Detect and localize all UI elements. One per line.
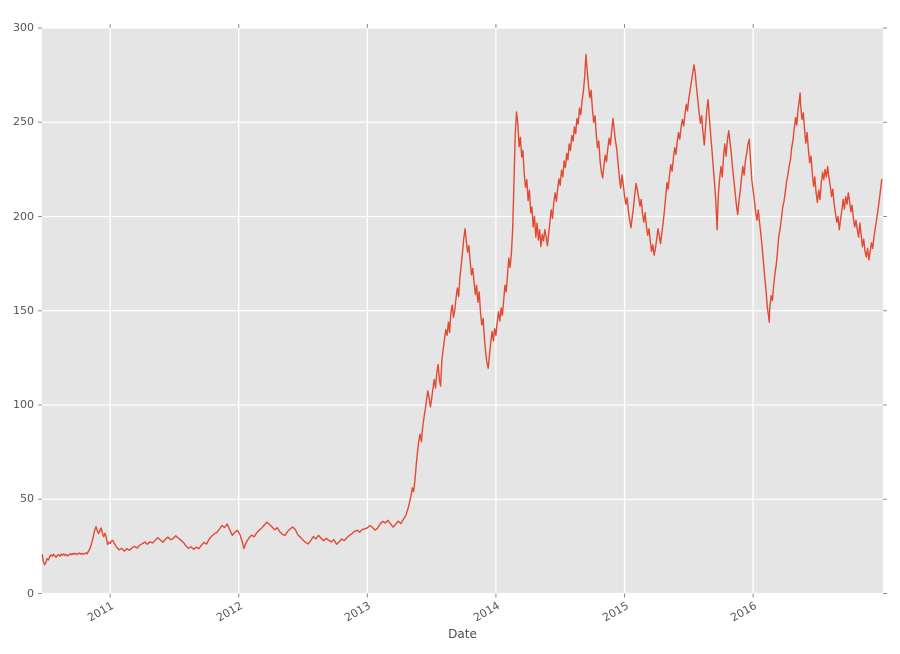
y-tick-label: 300 bbox=[13, 21, 34, 34]
y-tick-label: 50 bbox=[20, 492, 34, 505]
x-axis-title: Date bbox=[448, 627, 477, 641]
y-tick-label: 100 bbox=[13, 398, 34, 411]
y-tick-label: 200 bbox=[13, 209, 34, 223]
y-tick-label: 250 bbox=[13, 115, 34, 128]
y-tick-label: 0 bbox=[27, 586, 34, 600]
y-tick-label: 150 bbox=[13, 303, 34, 317]
